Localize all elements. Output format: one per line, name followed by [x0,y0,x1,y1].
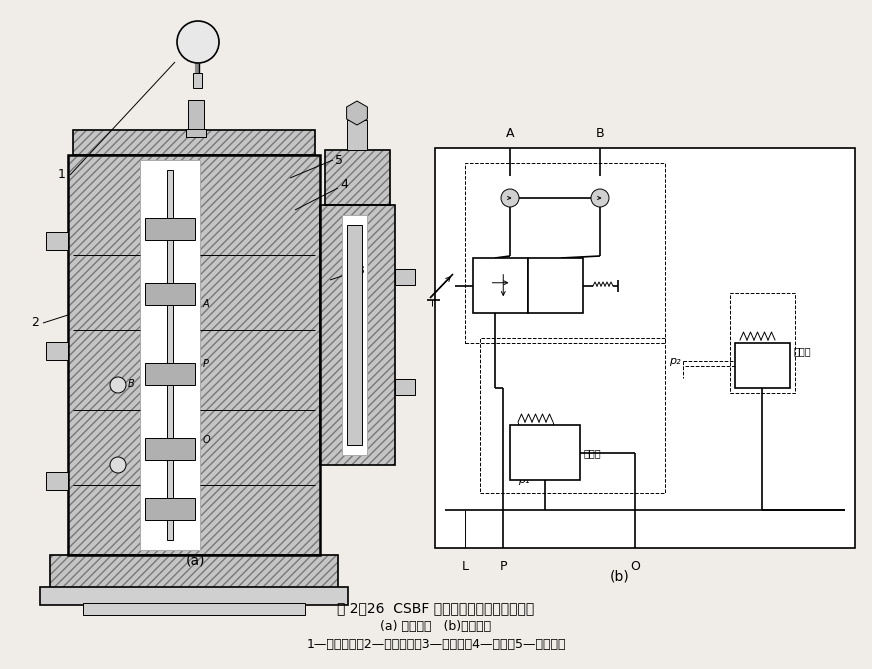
Text: 图 2－26  CSBF 手动比例复合阀结构与符号: 图 2－26 CSBF 手动比例复合阀结构与符号 [337,601,535,615]
Text: 1—操纵手柄；2—主阀阀芯；3—分流阀；4—弹簧；5—调节螺钉: 1—操纵手柄；2—主阀阀芯；3—分流阀；4—弹簧；5—调节螺钉 [306,638,566,652]
Bar [325,150,390,205]
Text: (a) 工作原理   (b)机能符号: (a) 工作原理 (b)机能符号 [380,619,492,632]
Text: 分流阀: 分流阀 [584,448,602,458]
Bar [347,120,367,150]
Circle shape [501,189,519,207]
Bar [465,163,665,343]
Text: p₂: p₂ [670,356,681,366]
Circle shape [591,189,609,207]
Bar [46,232,68,250]
Text: B: B [128,379,135,389]
Text: 4: 4 [340,179,348,191]
Bar [395,379,415,395]
Bar [325,150,390,205]
Text: 5: 5 [335,153,343,167]
Text: 3: 3 [356,264,364,276]
Text: L: L [461,560,468,573]
Bar [83,603,305,615]
Circle shape [177,21,219,63]
Bar [320,205,395,465]
Bar [46,342,68,360]
Text: p₁: p₁ [518,475,529,485]
Text: O: O [630,560,640,573]
Text: (a): (a) [185,553,205,567]
Text: O: O [203,435,211,445]
Text: 2: 2 [31,316,39,330]
Bar [510,425,580,480]
Bar [73,130,315,155]
Bar [435,148,855,548]
Circle shape [110,377,126,393]
Bar [193,73,202,88]
Bar [46,472,68,490]
Bar [145,498,195,520]
Text: B: B [596,127,604,140]
Bar [735,343,790,388]
Bar [40,587,348,605]
Text: 1: 1 [58,169,66,181]
Bar [145,218,195,240]
Bar [50,555,338,590]
Bar [68,155,320,555]
Bar [395,269,415,285]
Bar [167,170,173,540]
Bar [140,160,200,550]
Bar [473,258,528,313]
Text: 溢流阀: 溢流阀 [794,346,812,356]
Text: (b): (b) [610,570,630,584]
Bar [73,130,315,155]
Bar [145,283,195,305]
Text: A: A [506,127,514,140]
Circle shape [110,457,126,473]
Bar [320,205,395,465]
Bar [730,293,795,393]
Bar [50,555,338,590]
Bar [145,363,195,385]
Text: P: P [500,560,507,573]
Bar [186,129,206,137]
Bar [68,155,320,555]
Text: A: A [203,299,209,309]
Text: P: P [203,359,209,369]
Bar [347,225,362,445]
Bar [342,215,367,455]
Bar [188,100,204,130]
Bar [145,438,195,460]
Bar [480,338,665,493]
Bar [528,258,583,313]
